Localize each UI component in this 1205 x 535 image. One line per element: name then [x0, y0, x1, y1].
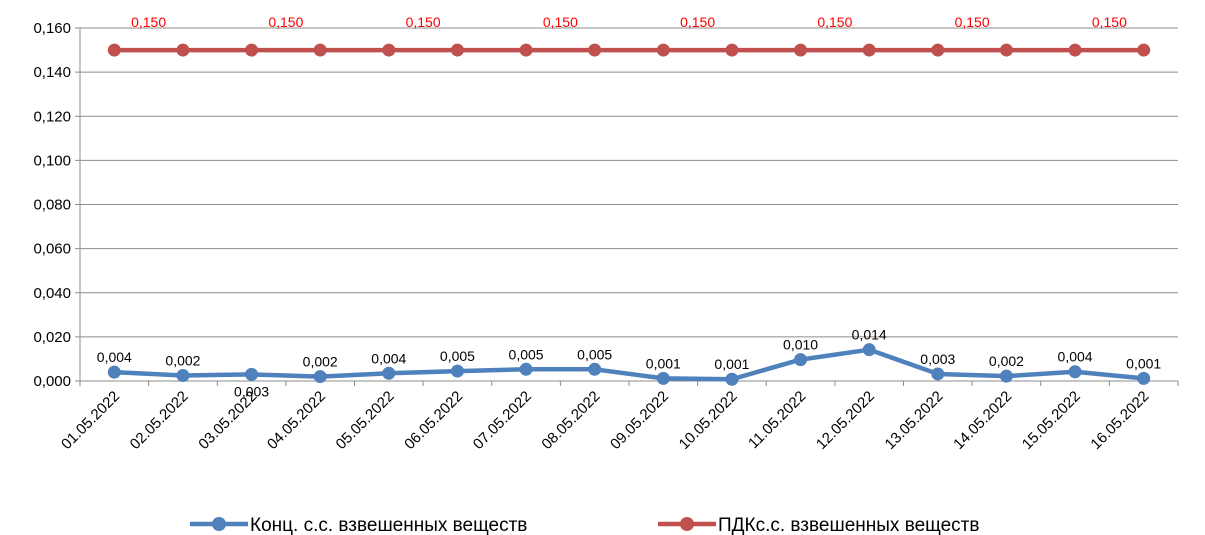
x-tick-label: 13.05.2022 [882, 388, 947, 453]
legend-label: Конц. с.с. взвешенных веществ [250, 515, 527, 535]
gridlines [80, 27, 1178, 382]
x-tick-label: 09.05.2022 [607, 388, 672, 453]
legend-entry-1: Конц. с.с. взвешенных веществ [190, 515, 527, 535]
data-point [450, 43, 464, 57]
data-point [313, 370, 327, 384]
data-point [656, 371, 670, 385]
y-tick-label: 0,000 [33, 373, 71, 390]
data-point [794, 353, 808, 367]
data-point [931, 43, 945, 57]
x-tick-label: 08.05.2022 [538, 388, 603, 453]
data-point [245, 367, 259, 381]
data-label: 0,003 [920, 351, 955, 367]
data-point [999, 43, 1013, 57]
y-tick-label: 0,140 [33, 64, 71, 81]
x-tick-label: 14.05.2022 [950, 388, 1015, 453]
x-tick-label: 16.05.2022 [1087, 388, 1152, 453]
x-tick-label: 01.05.2022 [58, 388, 123, 453]
y-tick-label: 0,160 [33, 20, 71, 37]
data-label: 0,004 [97, 349, 132, 365]
data-labels: 0,004 0,002 0,003 0,002 0,004 0,005 0,005 0,005… [97, 14, 1162, 399]
data-point [107, 365, 121, 379]
data-point [245, 43, 259, 57]
data-point [725, 43, 739, 57]
x-axis: 01.05.2022 02.05.2022 03.05.2022 04.05.2022… [58, 381, 1179, 453]
data-point [931, 367, 945, 381]
series-lines [107, 43, 1151, 386]
data-point [519, 362, 533, 376]
data-point [656, 43, 670, 57]
data-label: 0,150 [406, 14, 441, 30]
series-1 [107, 343, 1151, 386]
data-label: 0,005 [440, 348, 475, 364]
data-point [450, 364, 464, 378]
legend-entry-2: ПДКс.с. взвешенных веществ [658, 515, 979, 535]
data-point [107, 43, 121, 57]
data-label: 0,002 [303, 354, 338, 370]
data-label: 0,010 [783, 337, 818, 353]
data-point [862, 343, 876, 357]
data-label: 0,150 [680, 14, 715, 30]
data-label: 0,004 [1058, 349, 1093, 365]
x-tick-label: 15.05.2022 [1019, 388, 1084, 453]
legend-label: ПДКс.с. взвешенных веществ [718, 515, 979, 535]
legend: Конц. с.с. взвешенных веществ ПДКс.с. взв… [190, 515, 979, 535]
data-label: 0,150 [1092, 14, 1127, 30]
x-tick-label: 11.05.2022 [745, 388, 809, 452]
data-label: 0,001 [714, 356, 749, 372]
data-point [862, 43, 876, 57]
series-line [114, 347, 1144, 382]
data-point [382, 43, 396, 57]
y-axis: 0,000 0,020 0,040 0,060 0,080 0,100 0,120 0,140… [33, 20, 81, 390]
data-point [725, 372, 739, 386]
data-label: 0,150 [955, 14, 990, 30]
data-point [176, 368, 190, 382]
data-label: 0,005 [509, 346, 544, 362]
x-tick-label: 02.05.2022 [127, 388, 192, 453]
x-tick-label: 07.05.2022 [470, 388, 535, 453]
data-label: 0,150 [131, 14, 166, 30]
data-label: 0,014 [852, 327, 887, 343]
legend-swatch-marker [680, 517, 694, 531]
data-point [1137, 43, 1151, 57]
data-label: 0,150 [543, 14, 578, 30]
data-label: 0,002 [989, 353, 1024, 369]
data-point [1068, 43, 1082, 57]
data-label: 0,005 [577, 346, 612, 362]
y-tick-label: 0,120 [33, 108, 71, 125]
data-label: 0,150 [817, 14, 852, 30]
x-tick-label: 12.05.2022 [813, 388, 878, 453]
y-tick-label: 0,100 [33, 152, 71, 169]
data-point [588, 362, 602, 376]
data-point [794, 43, 808, 57]
data-point [382, 366, 396, 380]
data-label: 0,002 [165, 352, 200, 368]
data-point [313, 43, 327, 57]
x-tick-label: 05.05.2022 [333, 388, 398, 453]
data-point [1068, 365, 1082, 379]
data-label: 0,004 [371, 350, 406, 366]
x-tick-label: 06.05.2022 [401, 388, 466, 453]
legend-swatch-marker [212, 517, 226, 531]
data-point [176, 43, 190, 57]
data-point [588, 43, 602, 57]
data-point [1137, 371, 1151, 385]
data-label: 0,003 [234, 383, 269, 399]
y-tick-label: 0,040 [33, 285, 71, 302]
x-tick-label: 10.05.2022 [676, 388, 741, 453]
series-2 [107, 43, 1151, 57]
data-point [519, 43, 533, 57]
y-tick-label: 0,080 [33, 197, 71, 214]
y-tick-label: 0,020 [33, 329, 71, 346]
data-label: 0,001 [1126, 355, 1161, 371]
data-label: 0,001 [646, 355, 681, 371]
y-tick-label: 0,060 [33, 241, 71, 258]
data-label: 0,150 [268, 14, 303, 30]
data-point [999, 369, 1013, 383]
x-tick-label: 04.05.2022 [264, 388, 329, 453]
